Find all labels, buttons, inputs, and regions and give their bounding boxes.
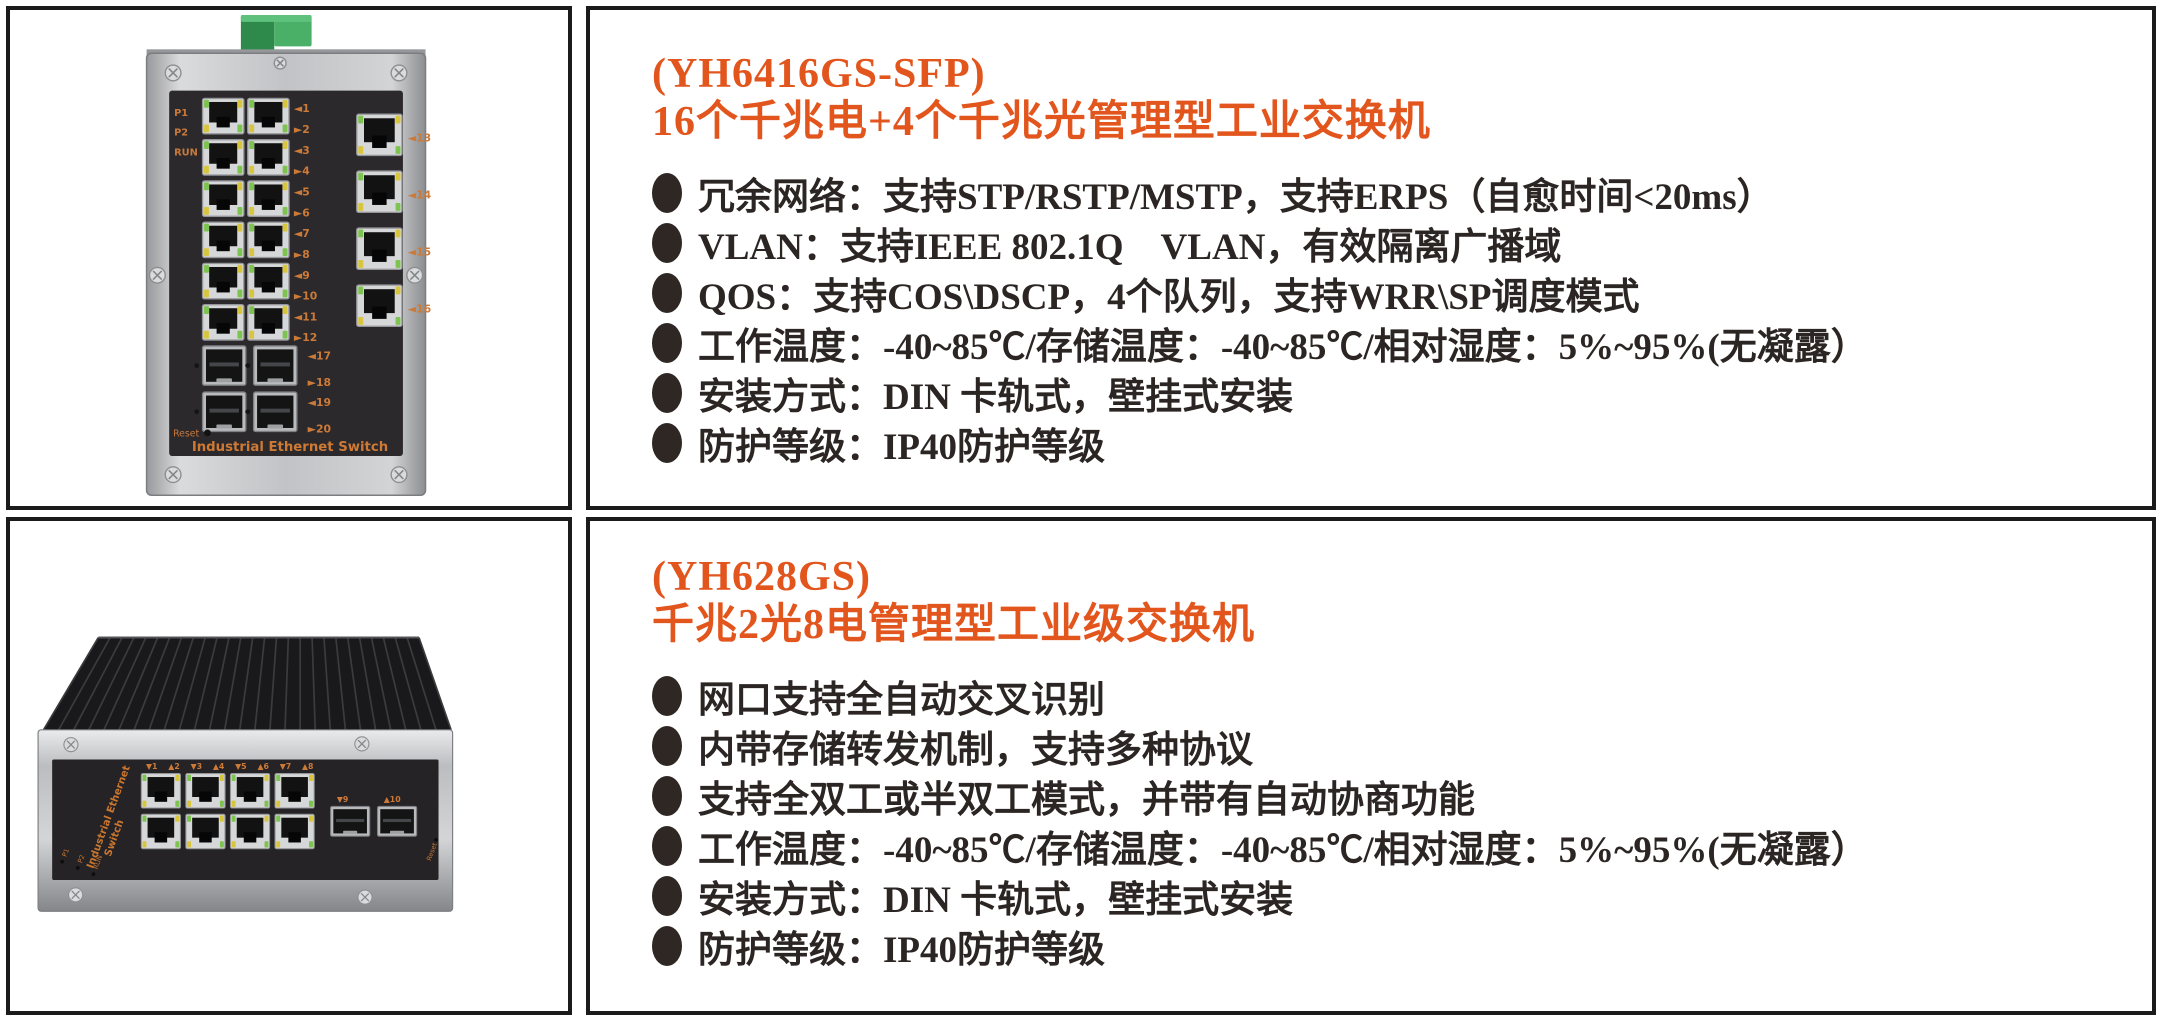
photo-wrapper: Industrial Ethernet Switch P1 P2 RUN ▼1 ▲2 ▼3 ▲4… (10, 521, 568, 1011)
svg-text:►6: ►6 (294, 206, 310, 219)
yh6416gs-switch-photo: P1 P2 RUN ◄1 ►2 ◄3 ►4 ◄5 ►6 ◄7 ►8 ◄9 ►10 ◄11 ►12 ◄13 ◄14… (145, 14, 432, 496)
feature-item: 内带存储转发机制，支持多种协议 (652, 721, 2128, 771)
svg-text:▲10: ▲10 (384, 795, 401, 804)
svg-text:▼3: ▼3 (191, 762, 202, 771)
svg-text:◄7: ◄7 (294, 227, 310, 240)
svg-text:◄19: ◄19 (308, 396, 331, 409)
feature-item: 防护等级：IP40防护等级 (652, 418, 2128, 468)
svg-text:◄16: ◄16 (408, 303, 431, 316)
feature-text: 安装方式：DIN 卡轨式，壁挂式安装 (698, 880, 1294, 921)
feature-item: QOS：支持COS\DSCP，4个队列，支持WRR\SP调度模式 (652, 268, 2128, 318)
svg-text:►4: ►4 (294, 165, 310, 178)
svg-text:►10: ►10 (294, 290, 317, 303)
product-title: 千兆2光8电管理型工业级交换机 (652, 602, 1256, 648)
bullet-icon (652, 876, 682, 916)
svg-text:▲8: ▲8 (302, 762, 313, 771)
svg-text:▼9: ▼9 (337, 795, 348, 804)
feature-text: 安装方式：DIN 卡轨式，壁挂式安装 (698, 377, 1294, 418)
bullet-icon (652, 273, 682, 313)
svg-text:▼7: ▼7 (280, 762, 291, 771)
feature-item: 支持全双工或半双工模式，并带有自动协商功能 (652, 771, 2128, 821)
feature-list: 冗余网络：支持STP/RSTP/MSTP，支持ERPS（自愈时间<20ms） V… (652, 168, 2128, 468)
feature-item: 防护等级：IP40防护等级 (652, 921, 2128, 971)
svg-text:►8: ►8 (294, 248, 310, 261)
feature-text: 工作温度：-40~85℃/存储温度：-40~85℃/相对湿度：5%~95%(无凝… (698, 830, 1868, 871)
feature-item: 冗余网络：支持STP/RSTP/MSTP，支持ERPS（自愈时间<20ms） (652, 168, 2128, 218)
bullet-icon (652, 173, 682, 213)
feature-text: 支持全双工或半双工模式，并带有自动协商功能 (698, 780, 1475, 821)
svg-text:P2: P2 (76, 854, 86, 864)
feature-item: 工作温度：-40~85℃/存储温度：-40~85℃/相对湿度：5%~95%(无凝… (652, 821, 2128, 871)
product-photo-cell-yh628gs: Industrial Ethernet Switch P1 P2 RUN ▼1 ▲2 ▼3 ▲4… (6, 517, 572, 1015)
feature-text: VLAN：支持IEEE 802.1Q VLAN，有效隔离广播域 (698, 227, 1562, 268)
bullet-icon (652, 726, 682, 766)
svg-text:◄13: ◄13 (408, 132, 431, 145)
bullet-icon (652, 926, 682, 966)
product-info-yh6416gs: (YH6416GS-SFP) 16个千兆电+4个千兆光管理型工业交换机 冗余网络… (586, 6, 2156, 510)
svg-text:◄15: ◄15 (408, 246, 431, 259)
svg-text:Industrial Ethernet Switch: Industrial Ethernet Switch (192, 440, 388, 455)
svg-text:RUN: RUN (174, 147, 198, 158)
bullet-icon (652, 676, 682, 716)
product-title: 16个千兆电+4个千兆光管理型工业交换机 (652, 99, 1431, 145)
product-photo-cell-yh6416gs: P1 P2 RUN ◄1 ►2 ◄3 ►4 ◄5 ►6 ◄7 ►8 ◄9 ►10 ◄11 ►12 ◄13 ◄14… (6, 6, 572, 510)
product-model: (YH628GS) (652, 554, 871, 600)
svg-text:◄3: ◄3 (294, 144, 310, 157)
svg-text:▼5: ▼5 (235, 762, 246, 771)
svg-text:P1: P1 (61, 848, 71, 858)
feature-item: 安装方式：DIN 卡轨式，壁挂式安装 (652, 871, 2128, 921)
product-info-yh628gs: (YH628GS) 千兆2光8电管理型工业级交换机 网口支持全自动交叉识别 内带… (586, 517, 2156, 1015)
feature-text: QOS：支持COS\DSCP，4个队列，支持WRR\SP调度模式 (698, 277, 1640, 318)
svg-text:▲4: ▲4 (213, 762, 225, 771)
bullet-icon (652, 373, 682, 413)
bullet-icon (652, 323, 682, 363)
feature-item: 网口支持全自动交叉识别 (652, 671, 2128, 721)
svg-text:◄9: ◄9 (294, 269, 310, 282)
svg-text:►2: ►2 (294, 123, 310, 136)
feature-item: VLAN：支持IEEE 802.1Q VLAN，有效隔离广播域 (652, 218, 2128, 268)
feature-item: 安装方式：DIN 卡轨式，壁挂式安装 (652, 368, 2128, 418)
svg-text:▼1: ▼1 (146, 762, 157, 771)
feature-text: 冗余网络：支持STP/RSTP/MSTP，支持ERPS（自愈时间<20ms） (698, 177, 1774, 218)
svg-text:◄5: ◄5 (294, 185, 310, 198)
svg-text:►20: ►20 (308, 422, 331, 435)
svg-text:►18: ►18 (308, 376, 331, 389)
feature-text: 防护等级：IP40防护等级 (698, 427, 1105, 468)
svg-text:◄14: ◄14 (408, 189, 432, 202)
bullet-icon (652, 776, 682, 816)
bullet-icon (652, 423, 682, 463)
feature-list: 网口支持全自动交叉识别 内带存储转发机制，支持多种协议 支持全双工或半双工模式，… (652, 671, 2128, 971)
svg-text:P1: P1 (174, 108, 188, 119)
svg-text:▲6: ▲6 (257, 762, 269, 771)
svg-text:▲2: ▲2 (168, 762, 179, 771)
svg-text:◄11: ◄11 (294, 310, 317, 323)
bullet-icon (652, 223, 682, 263)
svg-text:◄1: ◄1 (294, 102, 310, 115)
feature-text: 内带存储转发机制，支持多种协议 (698, 730, 1253, 771)
svg-text:►12: ►12 (294, 331, 317, 344)
svg-text:◄17: ◄17 (308, 350, 331, 363)
feature-text: 网口支持全自动交叉识别 (698, 680, 1105, 721)
feature-text: 工作温度：-40~85℃/存储温度：-40~85℃/相对湿度：5%~95%(无凝… (698, 327, 1868, 368)
svg-text:Reset: Reset (173, 428, 199, 439)
svg-text:P2: P2 (174, 128, 188, 139)
feature-text: 防护等级：IP40防护等级 (698, 930, 1105, 971)
feature-item: 工作温度：-40~85℃/存储温度：-40~85℃/相对湿度：5%~95%(无凝… (652, 318, 2128, 368)
product-model: (YH6416GS-SFP) (652, 51, 986, 97)
bullet-icon (652, 826, 682, 866)
